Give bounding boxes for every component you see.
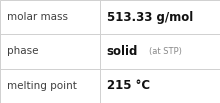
Text: melting point: melting point	[7, 81, 77, 91]
Text: molar mass: molar mass	[7, 12, 68, 22]
Text: (at STP): (at STP)	[148, 47, 181, 56]
Text: 215 °C: 215 °C	[107, 79, 150, 92]
Text: solid: solid	[107, 45, 138, 58]
Text: 513.33 g/mol: 513.33 g/mol	[107, 11, 193, 24]
Text: phase: phase	[7, 46, 38, 57]
